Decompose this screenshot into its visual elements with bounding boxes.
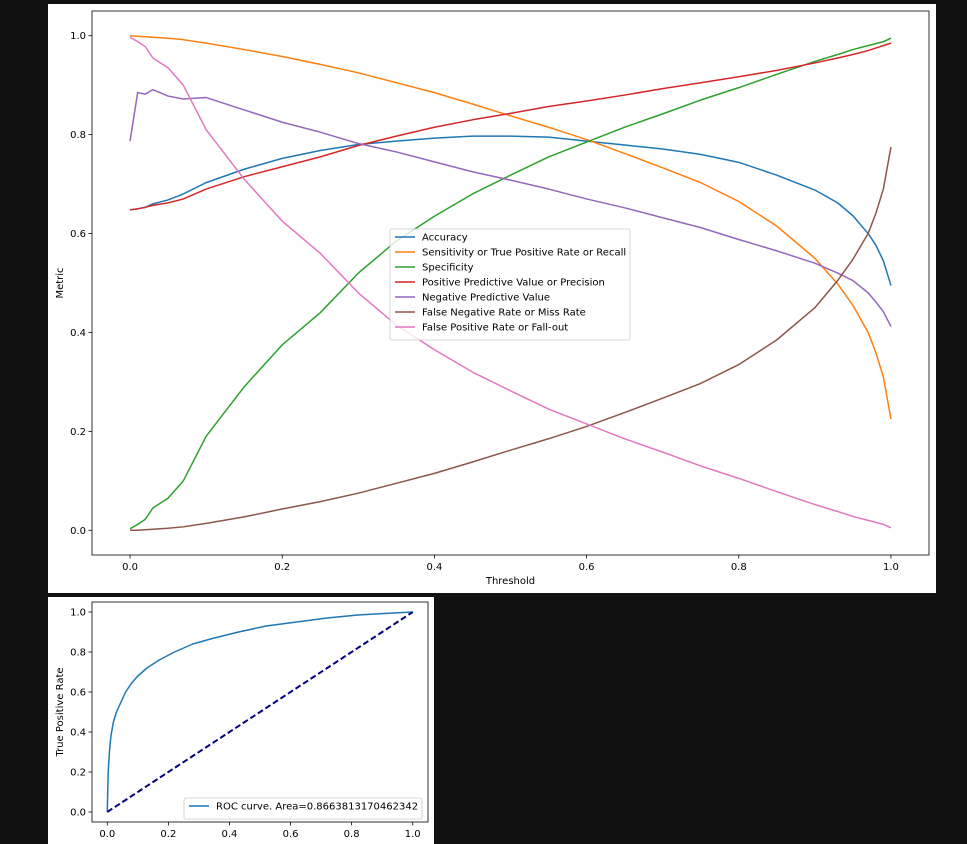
legend-label: False Negative Rate or Miss Rate	[422, 308, 586, 319]
legend-label: Specificity	[422, 263, 474, 274]
y-tick-label: 1.0	[70, 608, 86, 619]
x-tick-label: 0.2	[274, 562, 290, 573]
y-tick-label: 1.0	[70, 31, 86, 42]
x-tick-label: 0.4	[426, 562, 442, 573]
roc-chart-panel: 0.0 0.2 0.4 0.6 0.8 1.0 0.0 0.2 0.4 0.6 0.8 1.0 True…	[48, 597, 434, 844]
series-line-1	[106, 611, 414, 813]
y-tick-label: 0.0	[70, 526, 86, 537]
x-tick-label: 0.0	[99, 829, 115, 840]
x-tick-label: 1.0	[883, 562, 899, 573]
y-tick-label: 0.8	[70, 130, 86, 141]
legend-label: ROC curve. Area=0.8663813170462342	[216, 802, 418, 813]
y-tick-label: 0.0	[70, 808, 86, 819]
y-tick-label: 0.2	[70, 768, 86, 779]
series-line-0	[129, 135, 892, 286]
legend-label: Accuracy	[422, 233, 468, 244]
series-line-1	[130, 34, 892, 420]
legend-label: False Positive Rate or Fall-out	[422, 323, 568, 334]
axes-frame	[91, 10, 930, 556]
legend-label: Sensitivity or True Positive Rate or Rec…	[422, 248, 626, 259]
x-tick-label: 0.6	[579, 562, 595, 573]
y-axis-label: Metric	[55, 267, 66, 298]
series-line-4	[129, 88, 892, 327]
series-line-3	[129, 42, 892, 211]
legend-box	[183, 797, 423, 820]
legend-label: Negative Predictive Value	[422, 293, 550, 304]
x-tick-label: 1.0	[405, 829, 421, 840]
legend-box	[389, 228, 631, 341]
x-tick-label: 0.6	[283, 829, 299, 840]
x-tick-label: 0.0	[122, 562, 138, 573]
x-tick-label: 0.8	[344, 829, 360, 840]
series-line-6	[129, 36, 892, 529]
series-line-5	[130, 146, 892, 532]
y-tick-label: 0.6	[70, 688, 86, 699]
y-tick-label: 0.2	[70, 427, 86, 438]
metrics-chart-panel: 0.0 0.2 0.4 0.6 0.8 1.0 0.0 0.2 0.4 0.6 0.8 1.0 Thre…	[48, 4, 936, 593]
y-tick-label: 0.6	[70, 229, 86, 240]
x-axis-label: Threshold	[485, 576, 535, 587]
legend: ROC curve. Area=0.8663813170462342	[183, 797, 423, 820]
x-tick-label: 0.2	[160, 829, 176, 840]
y-axis-label: True Positive Rate	[55, 667, 66, 757]
series-line-2	[129, 37, 892, 530]
y-tick-label: 0.8	[70, 648, 86, 659]
metrics-chart: 0.0 0.2 0.4 0.6 0.8 1.0 0.0 0.2 0.4 0.6 0.8 1.0 Thre…	[55, 10, 930, 587]
x-tick-label: 0.8	[731, 562, 747, 573]
y-tick-label: 0.4	[70, 328, 86, 339]
series-line-0	[106, 611, 413, 813]
roc-chart: 0.0 0.2 0.4 0.6 0.8 1.0 0.0 0.2 0.4 0.6 0.8 1.0 True…	[55, 601, 429, 840]
x-tick-label: 0.4	[222, 829, 238, 840]
legend: Accuracy Sensitivity or True Positive Rat…	[389, 228, 631, 341]
legend-label: Positive Predictive Value or Precision	[422, 278, 605, 289]
axes-frame	[91, 601, 429, 823]
y-tick-label: 0.4	[70, 728, 86, 739]
